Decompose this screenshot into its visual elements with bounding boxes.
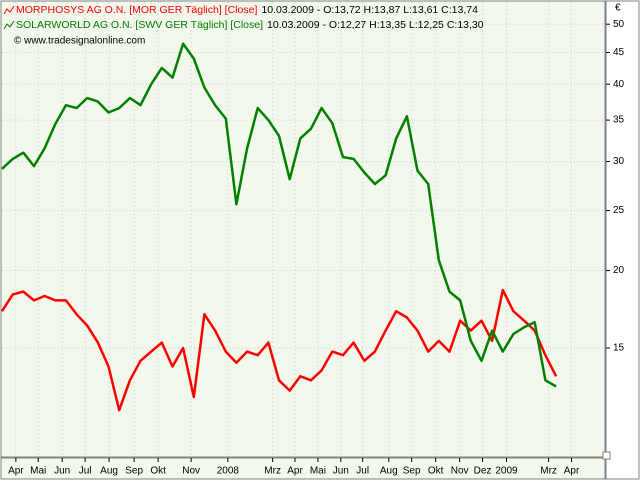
x-tick-label: Sep (125, 466, 143, 477)
x-tick-label: Jul (356, 466, 369, 477)
legend-name: MORPHOSYS AG O.N. [MOR GER Täglich] [Clo… (16, 4, 257, 16)
x-tick-label: Okt (428, 466, 444, 477)
legend-quote: 10.03.2009 - O:13,72 H:13,87 L:13,61 C:1… (261, 4, 478, 16)
x-tick-label: Nov (451, 466, 469, 477)
y-tick-label: 20 (613, 265, 625, 276)
x-tick-label: Apr (287, 466, 303, 477)
y-tick-label: 35 (613, 115, 625, 126)
x-tick-label: Jul (79, 466, 92, 477)
y-axis-area (606, 1, 639, 479)
y-tick-label: 50 (613, 19, 625, 30)
y-tick-label: 25 (613, 205, 625, 216)
x-tick-label: Jun (54, 466, 70, 477)
legend-entry: MORPHOSYS AG O.N. [MOR GER Täglich] [Clo… (16, 4, 478, 16)
y-tick-label: 40 (613, 79, 625, 90)
x-tick-label: Apr (8, 466, 24, 477)
legend-entry: SOLARWORLD AG O.N. [SWV GER Täglich] [Cl… (16, 19, 484, 31)
source: © www.tradesignalonline.com (14, 36, 145, 47)
x-tick-label: 2009 (495, 466, 518, 477)
corner-box (603, 452, 610, 459)
y-tick-label: 45 (613, 47, 625, 58)
x-tick-label: Mrz (264, 466, 281, 477)
x-tick-label: Okt (150, 466, 166, 477)
x-tick-label: Mrz (540, 466, 557, 477)
x-tick-label: Apr (564, 466, 580, 477)
x-tick-label: Sep (403, 466, 421, 477)
x-tick-label: Aug (380, 466, 398, 477)
plot-area (1, 1, 605, 457)
legend-name: SOLARWORLD AG O.N. [SWV GER Täglich] [Cl… (16, 19, 263, 31)
x-tick-label: Mai (30, 466, 46, 477)
x-tick-label: 2008 (217, 466, 240, 477)
x-tick-label: Nov (182, 466, 200, 477)
y-tick-label: 30 (613, 156, 625, 167)
x-tick-label: Dez (474, 466, 492, 477)
x-tick-label: Jun (333, 466, 349, 477)
y-tick-label: 15 (613, 343, 625, 354)
y-unit: € (615, 3, 621, 14)
legend-quote: 10.03.2009 - O:12,27 H:13,35 L:12,25 C:1… (267, 19, 484, 31)
x-tick-label: Aug (100, 466, 118, 477)
x-tick-label: Mai (310, 466, 326, 477)
